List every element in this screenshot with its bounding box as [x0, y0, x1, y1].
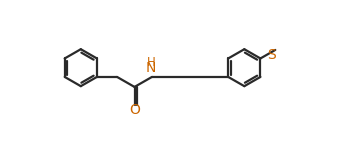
Text: H: H — [147, 56, 155, 69]
Text: S: S — [267, 48, 275, 62]
Text: N: N — [146, 61, 156, 75]
Text: O: O — [129, 103, 140, 117]
